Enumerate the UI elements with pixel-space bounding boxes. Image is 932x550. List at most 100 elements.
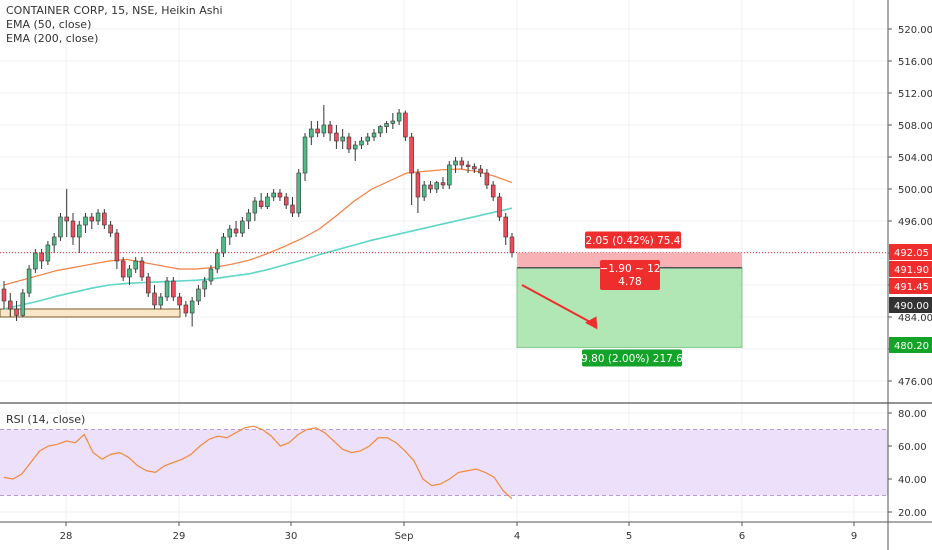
rsi-axis[interactable]: 80.00 60.00 40.00 20.00: [888, 409, 927, 519]
price-tick-label: 508.00: [898, 121, 932, 132]
stop-label: 2.05 (0.42%) 75.4: [586, 235, 681, 247]
candle-body: [233, 228, 239, 234]
candle-body: [8, 300, 13, 310]
candle-body: [171, 280, 176, 298]
candle-body: [240, 220, 245, 234]
support-zone[interactable]: [0, 308, 181, 318]
candle-body: [33, 252, 38, 270]
stop-label-box: 2.05 (0.42%) 75.4: [585, 231, 681, 249]
price-badge: [889, 297, 932, 313]
candle-body: [227, 228, 233, 238]
candle-body: [102, 212, 107, 226]
candle-body: [340, 136, 345, 142]
candle-body: [26, 268, 32, 294]
time-tick-label: 4: [514, 531, 520, 542]
candle-body: [51, 236, 57, 246]
candle-body: [453, 160, 458, 166]
candle-body: [296, 172, 302, 214]
candle-body: [64, 216, 69, 222]
target-label-background: [582, 349, 682, 367]
target-label-box: 9.80 (2.00%) 217.6: [581, 349, 683, 367]
candle-body: [89, 216, 95, 222]
price-badge-label: 491.45: [894, 282, 929, 293]
candle-body: [378, 126, 383, 134]
candle-body: [1, 288, 7, 302]
time-tick-label: 29: [173, 531, 186, 542]
candle-body: [302, 136, 308, 174]
short-position-tool[interactable]: 2.05 (0.42%) 75.4 −1.90 ~ 12 4.78 9.80 (…: [516, 231, 743, 367]
candle-body: [77, 224, 82, 238]
candle-body: [283, 196, 289, 206]
candle-body: [490, 184, 496, 198]
candle-body: [321, 124, 327, 134]
candle-body: [334, 132, 339, 142]
candle-body: [152, 292, 157, 306]
candle-body: [58, 216, 63, 238]
candle-body: [497, 196, 502, 218]
price-badge: [889, 244, 932, 260]
price-tick-label: 484.00: [898, 313, 932, 324]
ema-200-line: [3, 207, 513, 310]
candle-body: [95, 212, 101, 222]
price-badge-label: 491.90: [894, 265, 929, 276]
candle-body: [258, 200, 264, 207]
candle-body: [189, 300, 195, 314]
rsi-legend[interactable]: RSI (14, close): [6, 413, 86, 426]
candle-body: [421, 184, 427, 198]
candle-body: [277, 192, 283, 198]
candle-body: [177, 296, 182, 306]
ema-50-line: [3, 168, 513, 286]
rsi-tick-label: 20.00: [898, 508, 927, 519]
price-badge-label: 490.00: [894, 301, 929, 312]
ema-50-legend[interactable]: EMA (50, close): [6, 18, 92, 31]
candle-body: [415, 172, 421, 198]
candle-body: [252, 200, 258, 214]
candle-body: [478, 168, 483, 174]
price-tick-label: 512.00: [898, 89, 932, 100]
candle-body: [484, 172, 490, 186]
candle-body: [158, 296, 164, 306]
candle-body: [384, 123, 389, 127]
arrow-head-icon: [585, 316, 598, 330]
rsi-line: [3, 425, 513, 500]
candle-body: [309, 128, 314, 138]
candle-body: [221, 236, 226, 254]
candles: [1, 105, 515, 327]
symbol-title[interactable]: CONTAINER CORP, 15, NSE, Heikin Ashi: [6, 4, 223, 17]
candle-body: [14, 308, 19, 316]
candle-body: [83, 216, 88, 226]
candle-body: [70, 220, 76, 238]
target-label: 9.80 (2.00%) 217.6: [581, 353, 683, 365]
candle-body: [208, 268, 214, 282]
stop-label-background: [585, 231, 681, 249]
center-label-box: −1.90 ~ 12 4.78: [599, 260, 661, 290]
time-tick-label: 28: [60, 531, 73, 542]
candle-body: [214, 252, 220, 270]
candle-body: [183, 304, 189, 314]
price-tick-label: 520.00: [898, 25, 932, 36]
center-label-line-2: 4.78: [618, 276, 641, 288]
price-badge-label: 492.05: [894, 248, 929, 259]
candle-body: [472, 166, 477, 170]
price-axis[interactable]: 520.00 516.00 512.00 508.00 504.00 500.00 496.…: [888, 25, 932, 388]
rsi-band: [0, 429, 888, 496]
price-tick-label: 516.00: [898, 57, 932, 68]
price-badge: [889, 337, 932, 353]
candle-body: [396, 112, 402, 122]
time-axis[interactable]: 28 29 30 Sep 4 5 6 9: [60, 522, 858, 542]
price-badge: [889, 278, 932, 294]
candle-body: [390, 120, 396, 124]
ema-200-legend[interactable]: EMA (200, close): [6, 32, 99, 45]
time-tick-label: Sep: [395, 531, 414, 542]
time-tick-label: 6: [739, 531, 745, 542]
candle-body: [428, 184, 433, 190]
rsi-tick-label: 60.00: [898, 442, 927, 453]
candle-body: [45, 244, 51, 262]
price-axis-badges: 492.05 491.90 491.45 490.00 480.20: [889, 244, 932, 353]
center-label-line-1: −1.90 ~ 12: [599, 263, 660, 275]
candle-body: [409, 136, 414, 174]
trend-arrow[interactable]: [521, 284, 593, 324]
candle-body: [108, 224, 113, 234]
center-label-background: [600, 260, 660, 290]
